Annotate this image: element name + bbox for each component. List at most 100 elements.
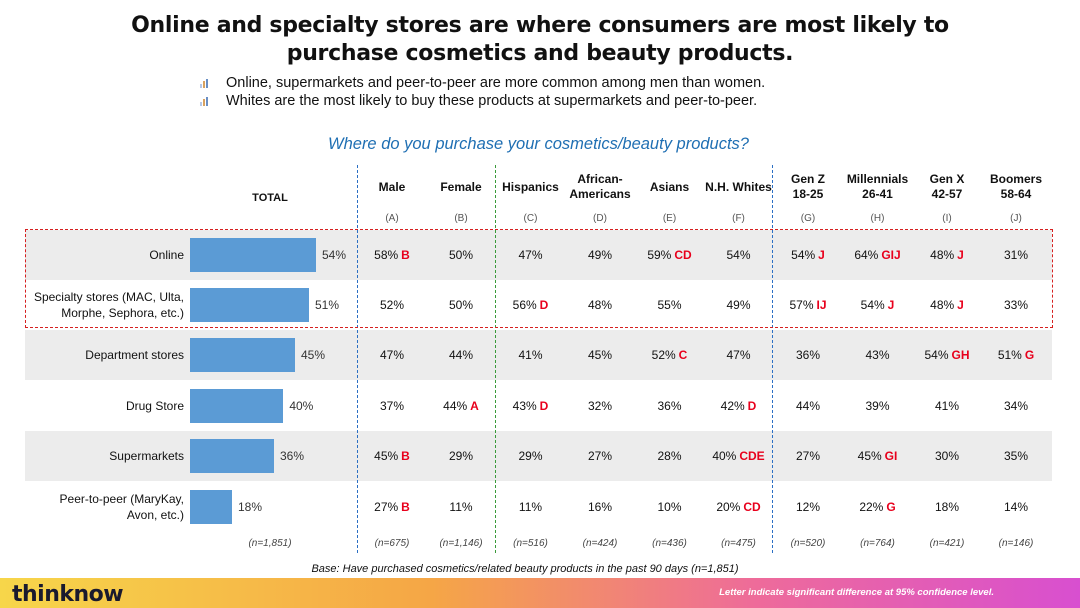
cell-value: 12%	[795, 500, 821, 514]
cell-value: 49%	[587, 248, 613, 262]
row-label-line1: Specialty stores (MAC, Ulta,	[33, 290, 184, 304]
table-cell: 54% GH	[912, 348, 982, 362]
column-header: Male	[358, 170, 426, 204]
cell-value: 35%	[1003, 449, 1029, 463]
column-sample-size: (n=421)	[929, 538, 965, 549]
cell-value: 56%	[512, 298, 537, 312]
column-letter: (J)	[1010, 213, 1022, 224]
table-cell: 33%	[982, 298, 1050, 312]
cell-value: 28%	[657, 449, 682, 463]
column-header-line1: Boomers	[989, 172, 1042, 186]
column-header-line2: 18-25	[792, 187, 824, 201]
column-header-line1: Hispanics	[502, 179, 559, 194]
cell-value: 34%	[1003, 399, 1029, 413]
table-cell: 36%	[635, 399, 704, 413]
cell-value: 59%	[647, 248, 672, 262]
column-header: Female	[426, 170, 496, 204]
significance-letters: CD	[743, 500, 761, 514]
column-header: Boomers 58-64	[982, 170, 1050, 204]
cell-value: 14%	[1003, 500, 1029, 514]
row-label-line1: Online	[149, 248, 184, 262]
bar	[190, 490, 232, 524]
table-cell: 40% CDE	[704, 449, 773, 463]
cell-value: 10%	[657, 500, 682, 514]
table-cell: 48% J	[912, 248, 982, 262]
cell-value: 20%	[716, 500, 741, 514]
column-sample-size: (n=436)	[652, 538, 687, 549]
column-header-line2: 58-64	[1000, 187, 1032, 201]
significance-letters: B	[401, 500, 410, 514]
table-cell: 11%	[426, 500, 496, 514]
table-cell: 58% B	[358, 248, 426, 262]
cell-value: 44%	[795, 399, 821, 413]
table-cell: 48%	[565, 298, 635, 312]
cell-value: 49%	[726, 298, 751, 312]
column-header: Gen Z 18-25	[773, 170, 843, 204]
cell-value: 39%	[865, 399, 890, 413]
significance-letters: G	[1024, 348, 1035, 362]
cell-value: 48%	[930, 298, 955, 312]
column-letter: (I)	[942, 213, 952, 224]
cell-value: 43%	[512, 399, 537, 413]
column-header-line1: Female	[440, 179, 482, 194]
total-header: TOTAL	[252, 191, 288, 204]
table-cell: 45%	[565, 348, 635, 362]
cell-value: 16%	[587, 500, 613, 514]
column-letter: (F)	[732, 213, 745, 224]
cell-value: 54%	[860, 298, 885, 312]
bar-chart-icon	[200, 78, 209, 88]
group-divider	[357, 165, 358, 553]
significance-footnote: Letter indicate significant difference a…	[719, 587, 994, 598]
cell-value: 29%	[518, 449, 543, 463]
table-cell: 10%	[635, 500, 704, 514]
cell-value: 47%	[518, 248, 543, 262]
table-cell: 45% B	[358, 449, 426, 463]
significance-letters: J	[957, 298, 964, 312]
table-cell: 50%	[426, 248, 496, 262]
cell-value: 45%	[587, 348, 613, 362]
cell-value: 30%	[934, 449, 960, 463]
table-cell: 48% J	[912, 298, 982, 312]
row-label-line2: Avon, etc.)	[126, 508, 184, 522]
column-letter: (H)	[870, 213, 885, 224]
cell-value: 41%	[934, 399, 960, 413]
bullet-item: Online, supermarkets and peer-to-peer ar…	[200, 74, 765, 92]
row-label: Department stores	[14, 330, 184, 380]
significance-letters: CDE	[739, 449, 765, 463]
page-title: Online and specialty stores are where co…	[131, 13, 949, 66]
column-sample-size: (n=516)	[513, 538, 548, 549]
row-label: Drug Store	[14, 381, 184, 431]
table-cell: 32%	[565, 399, 635, 413]
table-cell: 41%	[496, 348, 565, 362]
significance-letters: A	[470, 399, 479, 413]
cell-value: 27%	[587, 449, 613, 463]
table-cell: 30%	[912, 449, 982, 463]
column-header: Hispanics	[496, 170, 565, 204]
column-letter: (A)	[385, 213, 399, 224]
row-label: Online	[14, 230, 184, 280]
column-letter: (E)	[662, 213, 677, 224]
row-label-line1: Drug Store	[125, 399, 184, 413]
table-cell: 34%	[982, 399, 1050, 413]
brand-logo: thinknow	[12, 582, 124, 607]
table-cell: 22% G	[843, 500, 912, 514]
column-letter: (D)	[593, 213, 607, 224]
cell-value: 32%	[587, 399, 613, 413]
bar-value-label: 54%	[322, 248, 347, 262]
column-header: N.H. Whites	[704, 170, 773, 204]
significance-letters: D	[747, 399, 757, 413]
column-header: Asians	[635, 170, 704, 204]
cell-value: 36%	[657, 399, 682, 413]
table-cell: 51% G	[982, 348, 1050, 362]
table-cell: 54%	[704, 248, 773, 262]
significance-letters: D	[539, 399, 549, 413]
column-sample-size: (n=764)	[860, 538, 895, 549]
cell-value: 44%	[443, 399, 468, 413]
group-divider	[772, 165, 773, 553]
bar	[190, 238, 316, 272]
bar-value-label: 40%	[289, 399, 314, 413]
cell-value: 52%	[379, 298, 405, 312]
table-cell: 47%	[496, 248, 565, 262]
table-cell: 52%	[358, 298, 426, 312]
table-cell: 43% D	[496, 399, 565, 413]
